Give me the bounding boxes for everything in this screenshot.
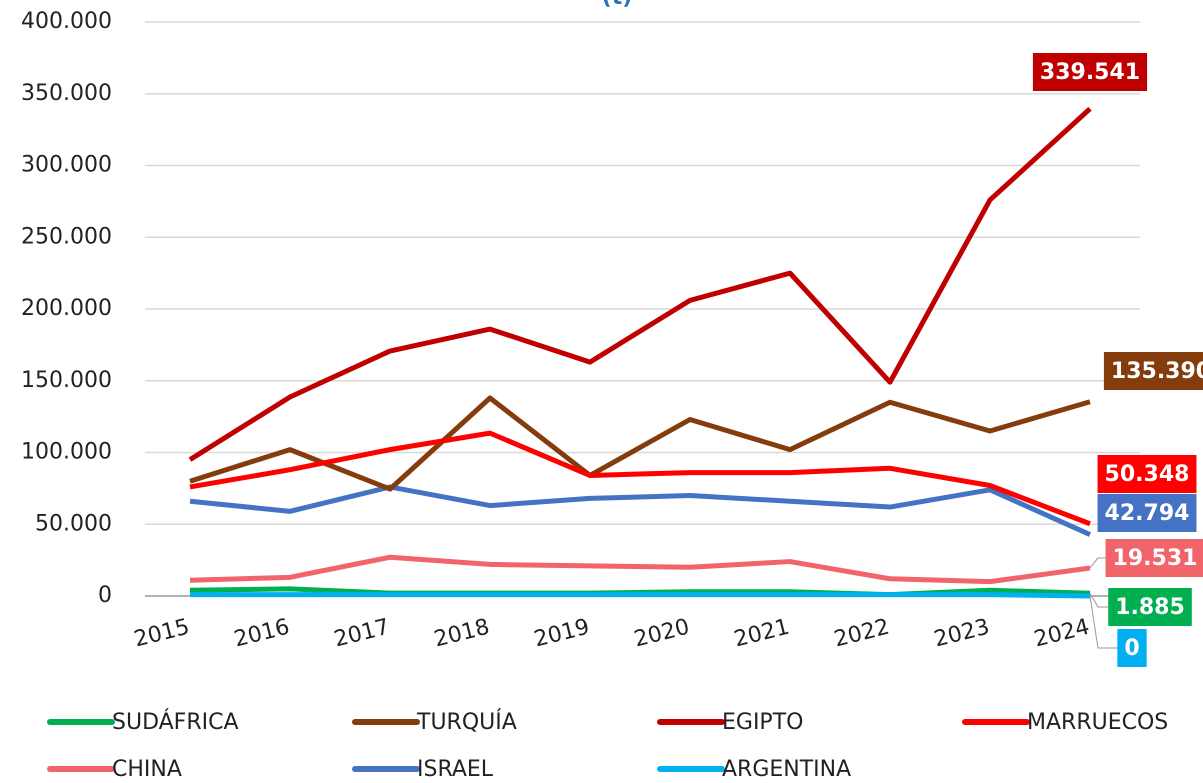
y-tick-label: 300.000 (21, 153, 112, 178)
legend-label: MARRUECOS (1027, 710, 1168, 735)
data-label-text: 1.885 (1115, 595, 1185, 620)
data-label: 19.531 (1089, 539, 1203, 577)
x-tick-label: 2024 (1032, 615, 1092, 653)
x-tick-label: 2017 (332, 615, 392, 653)
x-tick-label: 2016 (232, 615, 292, 653)
data-label-box (1032, 53, 1148, 91)
legend-label: EGIPTO (722, 710, 803, 735)
data-label-box (1108, 588, 1192, 626)
data-label: 135.390 (1103, 352, 1203, 390)
y-tick-label: 100.000 (21, 440, 112, 465)
data-label: 42.794 (1097, 494, 1197, 532)
series-line (190, 592, 1091, 599)
data-label-text: 42.794 (1105, 501, 1190, 526)
y-tick-label: 350.000 (21, 81, 112, 106)
series-line (189, 484, 1092, 537)
x-tick-label: 2015 (132, 615, 192, 653)
y-tick-label: 150.000 (21, 368, 112, 393)
data-label-box (1117, 629, 1147, 667)
series-line (189, 395, 1091, 492)
data-label-box (1105, 539, 1203, 577)
data-label-text: 50.348 (1105, 462, 1190, 487)
series-line (188, 106, 1092, 462)
series-line (189, 430, 1091, 527)
data-label: 0 (1089, 595, 1147, 667)
data-label-text: 0 (1124, 636, 1139, 661)
y-tick-label: 0 (98, 583, 112, 608)
x-tick-label: 2020 (632, 615, 692, 653)
x-tick-label: 2019 (532, 615, 592, 653)
series-line (189, 554, 1091, 585)
y-tick-label: 200.000 (21, 296, 112, 321)
x-tick-label: 2022 (832, 615, 892, 653)
data-label-text: 135.390 (1111, 359, 1203, 384)
legend-label: CHINA (112, 757, 182, 782)
data-label-box (1097, 455, 1197, 493)
legend-label: SUDÁFRICA (112, 709, 239, 735)
data-label-text: 19.531 (1113, 546, 1198, 571)
data-label: 50.348 (1097, 455, 1197, 493)
data-label-box (1097, 494, 1197, 532)
leader-line (1089, 557, 1106, 569)
legend-label: ISRAEL (417, 757, 494, 782)
leader-line (1089, 595, 1118, 649)
leader-line (1089, 593, 1109, 608)
data-label: 339.541 (1032, 53, 1148, 91)
data-label: 1.885 (1089, 588, 1192, 626)
x-tick-label: 2023 (932, 615, 992, 653)
y-tick-label: 400.000 (21, 9, 112, 34)
legend-label: TURQUÍA (416, 709, 517, 735)
y-tick-label: 50.000 (35, 511, 112, 536)
x-tick-label: 2018 (432, 615, 492, 653)
chart-title: (t) (602, 0, 633, 10)
data-label-box (1103, 352, 1203, 390)
data-label-text: 339.541 (1040, 60, 1140, 85)
legend-label: ARGENTINA (722, 757, 851, 782)
y-tick-label: 250.000 (21, 224, 112, 249)
x-tick-label: 2021 (732, 615, 792, 653)
